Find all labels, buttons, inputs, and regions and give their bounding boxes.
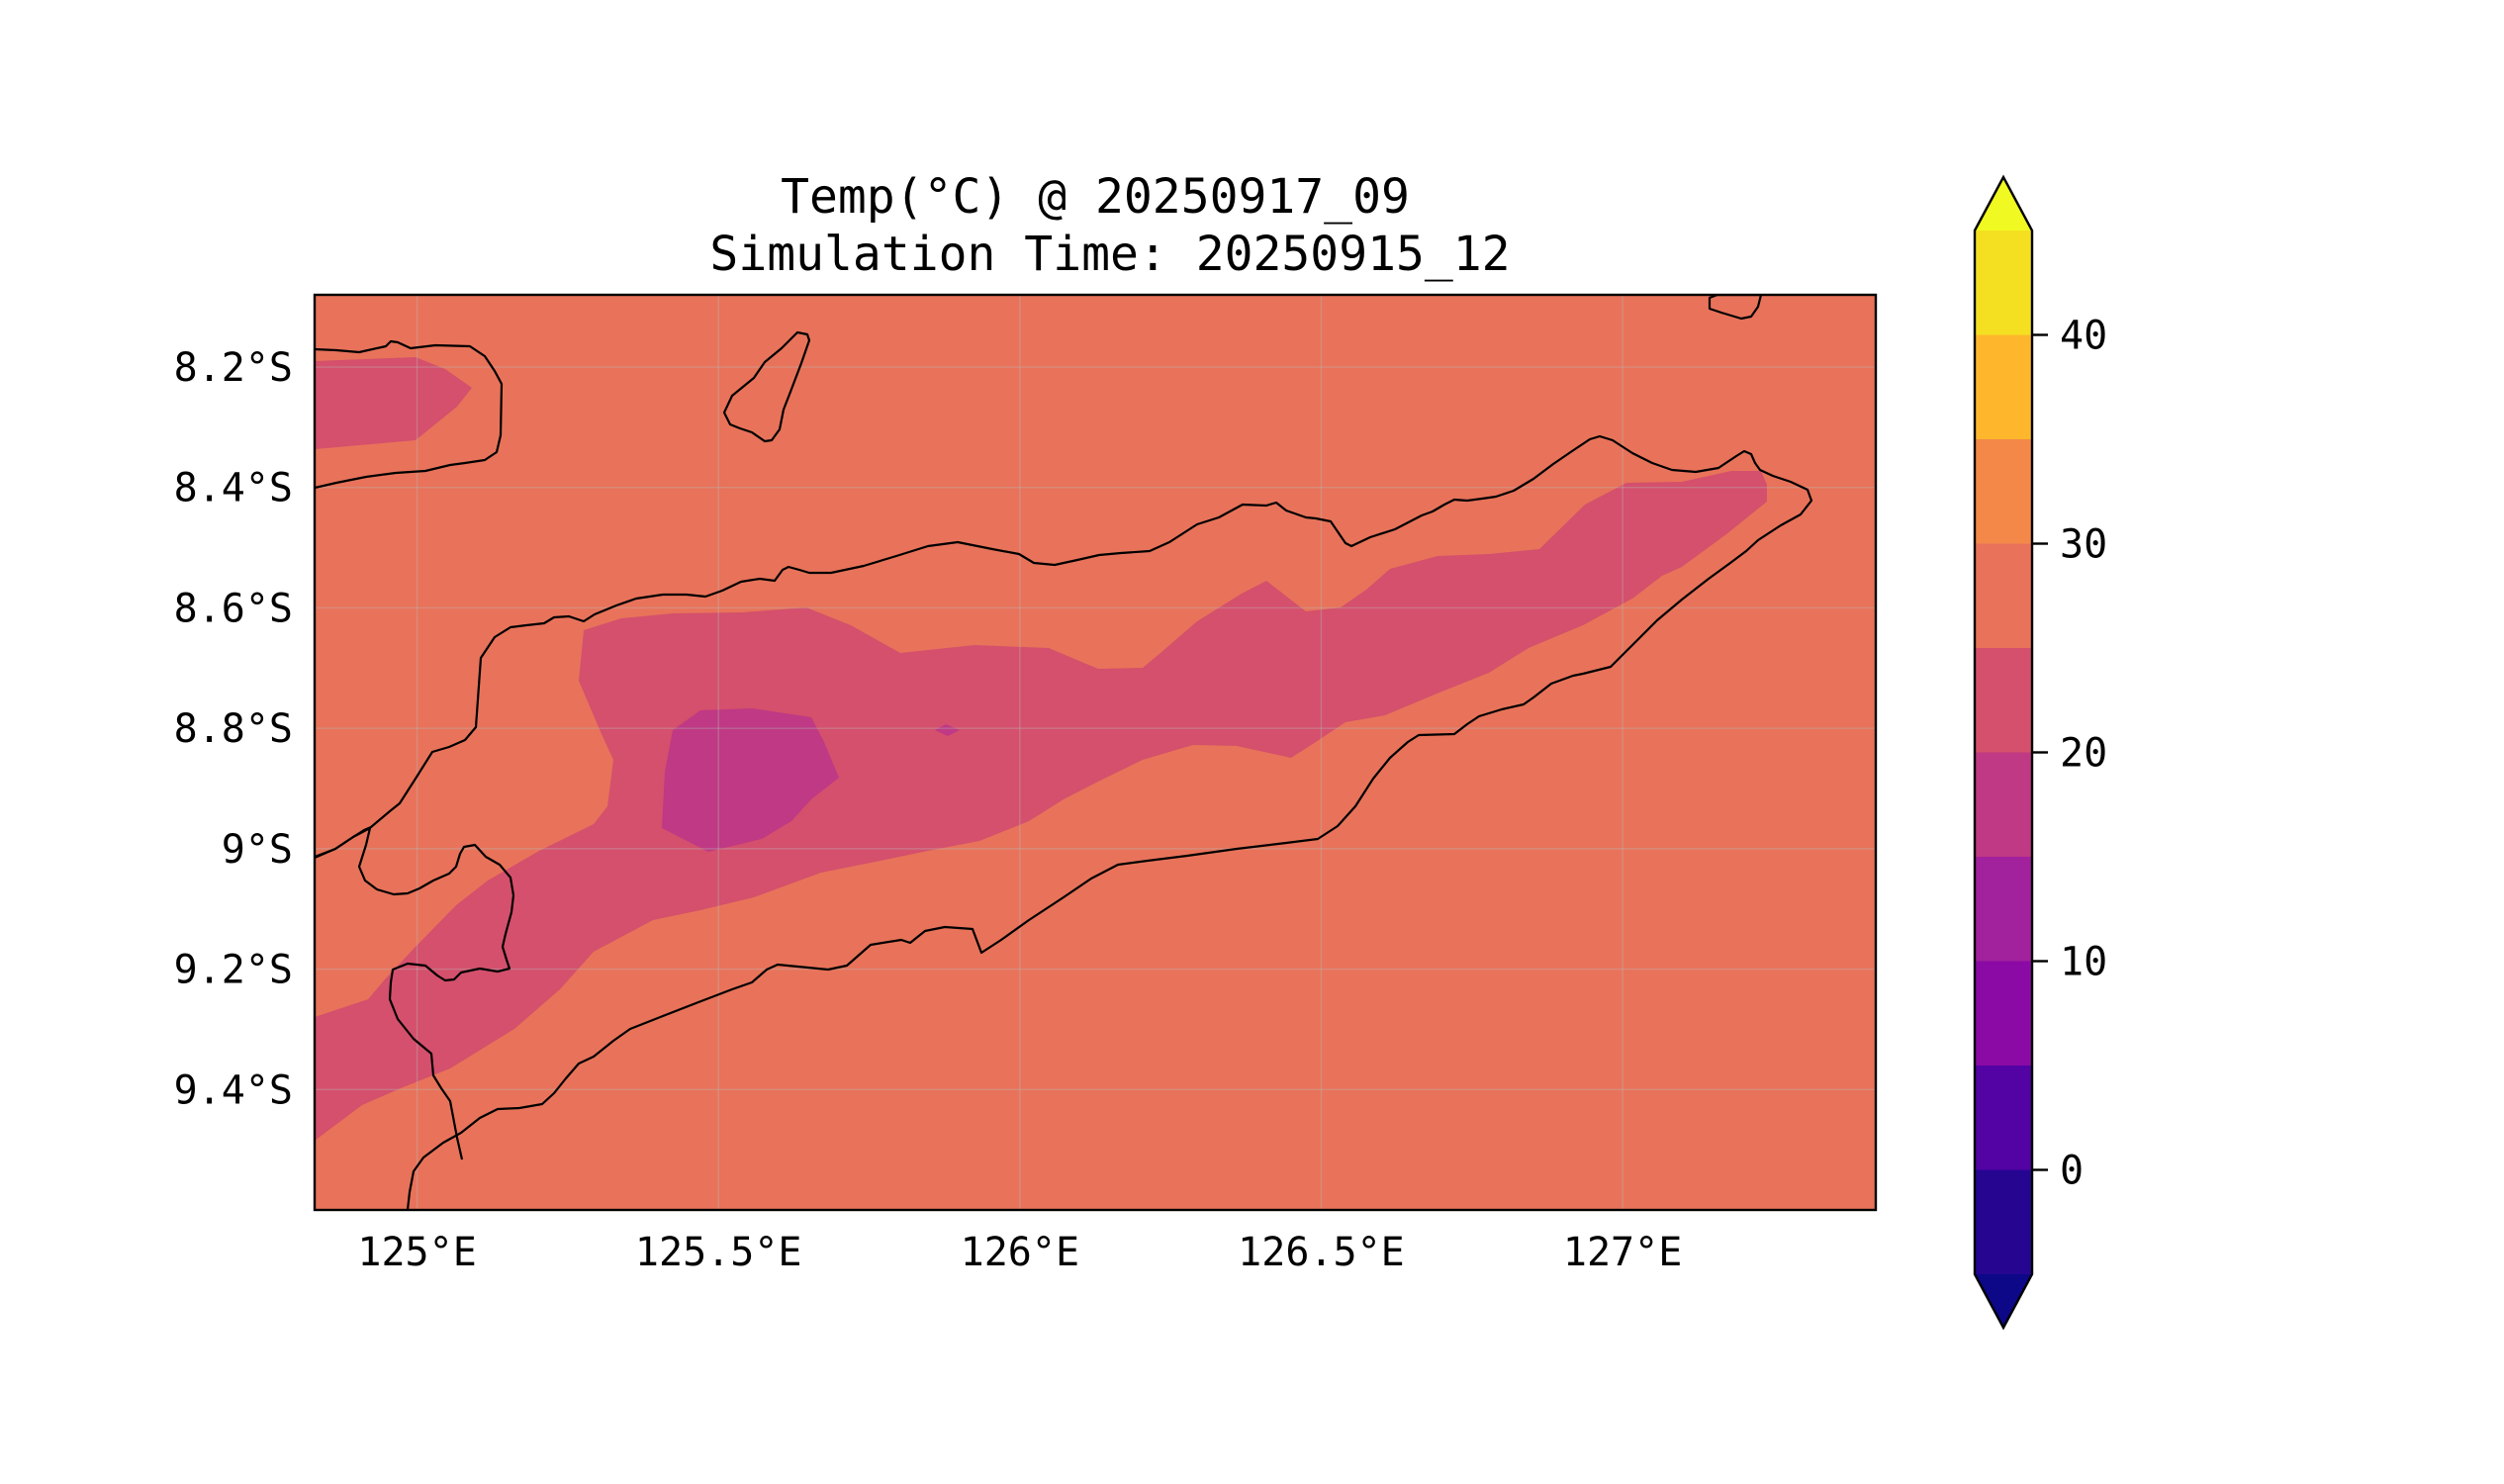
map-subtitle: Simulation Time: 20250915_12 bbox=[709, 227, 1510, 282]
colorbar-tick-label: 20 bbox=[2060, 731, 2107, 777]
colorbar-segment bbox=[1975, 439, 2032, 544]
contour-20-25-north-strip bbox=[315, 357, 472, 449]
colorbar-segment bbox=[1975, 334, 2032, 439]
lat-tick-label: 8.8°S bbox=[174, 706, 293, 752]
coastline-oecusse bbox=[315, 826, 515, 1160]
lat-tick-label: 8.4°S bbox=[174, 466, 293, 511]
colorbar-segment bbox=[1975, 1066, 2032, 1170]
lon-tick-label: 126°E bbox=[961, 1230, 1079, 1275]
latitude-ticks: 8.2°S 8.4°S 8.6°S 8.8°S 9°S 9.2°S 9.4°S bbox=[174, 345, 293, 1113]
colorbar-tick-label: 10 bbox=[2060, 940, 2107, 985]
coastline-wetar bbox=[315, 339, 504, 490]
map-area: 125°E 125.5°E 126°E 126.5°E 127°E 8.2°S 8.4°S… bbox=[174, 293, 1878, 1275]
colorbar: 0 10 20 30 40 bbox=[1973, 174, 2107, 1331]
contour-15-20-speck bbox=[935, 724, 960, 736]
lon-tick-label: 127°E bbox=[1563, 1230, 1682, 1275]
map-frame bbox=[313, 293, 1878, 1212]
colorbar-segment bbox=[1975, 857, 2032, 962]
map-title: Temp(°C) @ 20250917_09 bbox=[781, 169, 1410, 225]
coastline-timor-north bbox=[315, 434, 1813, 1210]
temperature-contours bbox=[315, 357, 1767, 1141]
lon-tick-label: 125.5°E bbox=[635, 1230, 802, 1275]
colorbar-segment bbox=[1975, 961, 2032, 1066]
lat-tick-label: 9°S bbox=[222, 827, 293, 873]
colorbar-extend-low bbox=[1975, 1274, 2032, 1328]
colorbar-segment bbox=[1975, 231, 2032, 335]
colorbar-tick-label: 40 bbox=[2060, 314, 2107, 359]
contour-20-25-main-island bbox=[315, 471, 1767, 1141]
lat-tick-label: 9.2°S bbox=[174, 948, 293, 993]
colorbar-segment bbox=[1975, 752, 2032, 857]
lat-tick-label: 9.4°S bbox=[174, 1067, 293, 1113]
coastline-northeast-islet bbox=[1708, 295, 1763, 321]
colorbar-tick-label: 0 bbox=[2060, 1149, 2084, 1194]
lat-tick-label: 8.6°S bbox=[174, 586, 293, 631]
longitude-ticks: 125°E 125.5°E 126°E 126.5°E 127°E bbox=[357, 1230, 1682, 1275]
lat-tick-label: 8.2°S bbox=[174, 345, 293, 391]
colorbar-outline bbox=[1973, 174, 2034, 1331]
coastlines bbox=[315, 295, 1813, 1210]
colorbar-segment bbox=[1975, 1169, 2032, 1274]
colorbar-segment bbox=[1975, 648, 2032, 753]
colorbar-segment bbox=[1975, 543, 2032, 648]
colorbar-tick-label: 30 bbox=[2060, 522, 2107, 568]
lon-tick-label: 125°E bbox=[357, 1230, 476, 1275]
coastline-atauro bbox=[722, 330, 811, 443]
lon-tick-label: 126.5°E bbox=[1238, 1230, 1405, 1275]
colorbar-extend-high bbox=[1975, 177, 2032, 231]
contour-15-20-core bbox=[662, 708, 839, 852]
